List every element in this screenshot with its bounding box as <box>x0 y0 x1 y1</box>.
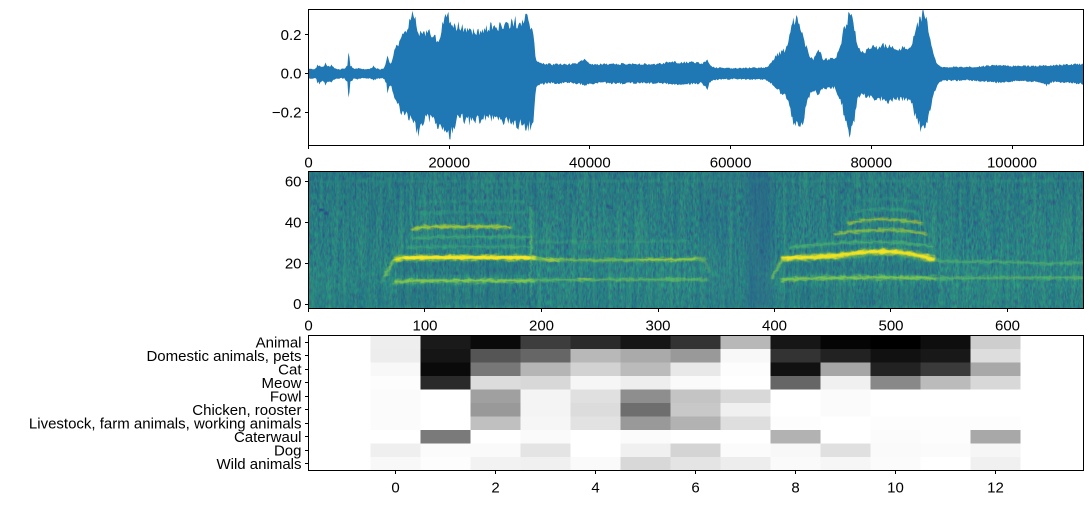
svg-text:12: 12 <box>987 480 1004 497</box>
svg-text:0: 0 <box>293 296 301 313</box>
svg-text:Wild animals: Wild animals <box>216 456 301 473</box>
svg-text:6: 6 <box>691 480 699 497</box>
svg-text:8: 8 <box>791 480 799 497</box>
svg-text:0.2: 0.2 <box>281 27 302 44</box>
svg-text:60: 60 <box>285 174 302 191</box>
svg-text:0: 0 <box>391 480 399 497</box>
svg-text:0: 0 <box>304 155 312 172</box>
svg-text:0.0: 0.0 <box>281 66 302 83</box>
svg-text:500: 500 <box>878 318 903 335</box>
svg-text:−0.2: −0.2 <box>272 104 302 121</box>
svg-text:60000: 60000 <box>710 155 752 172</box>
svg-text:20000: 20000 <box>428 155 470 172</box>
svg-text:200: 200 <box>529 318 554 335</box>
svg-text:Domestic animals, pets: Domestic animals, pets <box>146 348 301 365</box>
svg-text:300: 300 <box>645 318 670 335</box>
svg-text:100: 100 <box>412 318 437 335</box>
svg-text:2: 2 <box>491 480 499 497</box>
svg-text:80000: 80000 <box>850 155 892 172</box>
svg-text:Livestock, farm animals, worki: Livestock, farm animals, working animals <box>29 415 302 432</box>
svg-text:Caterwaul: Caterwaul <box>234 429 302 446</box>
svg-text:Meow: Meow <box>261 375 301 392</box>
svg-text:4: 4 <box>591 480 599 497</box>
svg-text:Dog: Dog <box>274 442 302 459</box>
svg-text:Cat: Cat <box>278 361 302 378</box>
svg-text:100000: 100000 <box>987 155 1037 172</box>
svg-text:0: 0 <box>304 318 312 335</box>
svg-text:10: 10 <box>887 480 904 497</box>
svg-text:Fowl: Fowl <box>270 388 302 405</box>
svg-text:400: 400 <box>762 318 787 335</box>
svg-text:40: 40 <box>285 215 302 232</box>
svg-text:40000: 40000 <box>569 155 611 172</box>
svg-text:20: 20 <box>285 255 302 272</box>
svg-text:Animal: Animal <box>256 334 302 351</box>
svg-text:Chicken, rooster: Chicken, rooster <box>192 402 301 419</box>
svg-text:600: 600 <box>995 318 1020 335</box>
